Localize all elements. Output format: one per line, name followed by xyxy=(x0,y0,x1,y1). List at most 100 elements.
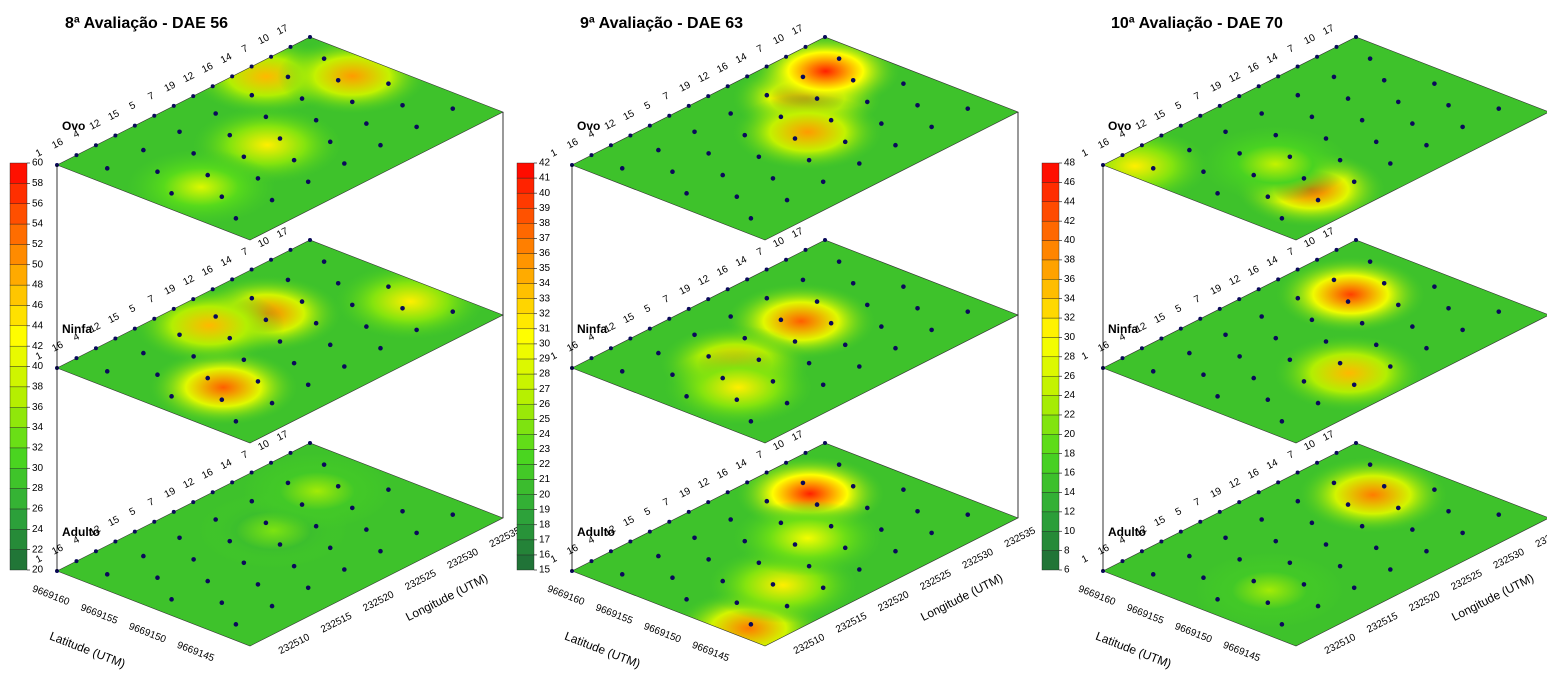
edge-label: 10 xyxy=(256,438,271,453)
sample-point xyxy=(1223,535,1228,540)
sample-point xyxy=(965,106,970,111)
sample-point xyxy=(915,306,920,311)
colorbar-label: 30 xyxy=(539,339,551,350)
edge-point xyxy=(1354,35,1358,39)
edge-point xyxy=(308,238,312,242)
colorbar-cell xyxy=(517,374,534,389)
colorbar-label: 25 xyxy=(539,414,551,425)
sample-point xyxy=(1288,560,1293,565)
sample-point xyxy=(1374,343,1379,348)
colorbar-label: 41 xyxy=(539,173,551,184)
hotspot xyxy=(663,349,813,425)
edge-point xyxy=(289,45,293,49)
sample-point xyxy=(1296,93,1301,98)
edge-label: 12 xyxy=(696,70,711,85)
sample-point xyxy=(865,303,870,308)
sample-point xyxy=(684,597,689,602)
colorbar-label: 36 xyxy=(539,248,551,259)
sample-point xyxy=(400,103,405,108)
edge-label: 15 xyxy=(621,108,636,123)
edge-point xyxy=(726,84,730,88)
sample-point xyxy=(893,346,898,351)
colorbar-label: 14 xyxy=(1064,487,1076,498)
edge-label: 19 xyxy=(163,80,178,95)
edge-point xyxy=(1237,297,1241,301)
colorbar-label: 28 xyxy=(1064,351,1076,362)
sample-point xyxy=(829,118,834,123)
sample-point xyxy=(779,115,784,120)
edge-label: 1 xyxy=(549,350,559,363)
sample-point xyxy=(314,321,319,326)
sample-point xyxy=(1237,354,1242,359)
sample-point xyxy=(336,78,341,83)
sample-point xyxy=(865,100,870,105)
colorbar-cell xyxy=(1042,512,1059,531)
layer-label: Ninfa xyxy=(1108,322,1138,336)
layer-label: Ovo xyxy=(62,119,85,133)
colorbar-label: 6 xyxy=(1064,565,1070,576)
edge-point xyxy=(133,530,137,534)
sample-point xyxy=(1388,161,1393,166)
edge-point xyxy=(172,510,176,514)
sample-point xyxy=(1396,506,1401,511)
x-tick-label: 232510 xyxy=(1323,632,1358,657)
sample-point xyxy=(1215,597,1220,602)
colorbar-label: 32 xyxy=(539,308,551,319)
edge-point xyxy=(609,346,613,350)
sample-point xyxy=(213,111,218,116)
colorbar-label: 42 xyxy=(32,341,44,352)
sample-point xyxy=(342,364,347,369)
sample-point xyxy=(1215,394,1220,399)
edge-label: 16 xyxy=(50,542,65,557)
x-tick-label: 232520 xyxy=(1407,589,1442,614)
colorbar-label: 17 xyxy=(539,534,551,545)
colorbar-label: 40 xyxy=(1064,235,1076,246)
sample-point xyxy=(292,564,297,569)
sample-point xyxy=(1388,567,1393,572)
sample-point xyxy=(169,597,174,602)
colorbar-cell xyxy=(517,555,534,570)
edge-point xyxy=(133,327,137,331)
edge-point xyxy=(1140,143,1144,147)
edge-point xyxy=(74,356,78,360)
edge-point xyxy=(1296,268,1300,272)
edge-point xyxy=(706,297,710,301)
sample-point xyxy=(155,372,160,377)
sample-point xyxy=(1223,129,1228,134)
edge-point xyxy=(250,471,254,475)
edge-point xyxy=(823,238,827,242)
sample-point xyxy=(300,502,305,507)
edge-label: 12 xyxy=(696,476,711,491)
chart: 8ª Avaliação - DAE 561164121557191216147… xyxy=(0,0,1547,675)
sample-point xyxy=(234,622,239,627)
colorbar-cell xyxy=(1042,473,1059,492)
sample-point xyxy=(141,148,146,153)
sample-point xyxy=(286,278,291,283)
edge-point xyxy=(1179,530,1183,534)
x-tick-label: 232510 xyxy=(277,632,312,657)
colorbar-label: 16 xyxy=(539,550,551,561)
colorbar-label: 48 xyxy=(32,280,44,291)
sample-point xyxy=(1424,346,1429,351)
sample-point xyxy=(350,303,355,308)
sample-point xyxy=(779,521,784,526)
sample-point xyxy=(227,336,232,341)
sample-point xyxy=(141,351,146,356)
edge-label: 14 xyxy=(734,51,749,66)
edge-point xyxy=(191,94,195,98)
colorbar-cell xyxy=(10,346,27,366)
layer-label: Ovo xyxy=(577,119,600,133)
edge-label: 15 xyxy=(106,108,121,123)
sample-point xyxy=(837,56,842,61)
edge-label: 16 xyxy=(1246,264,1261,279)
edge-label: 14 xyxy=(734,254,749,269)
edge-label: 15 xyxy=(106,514,121,529)
edge-label: 19 xyxy=(678,283,693,298)
colorbar-cell xyxy=(1042,241,1059,260)
colorbar-label: 40 xyxy=(32,361,44,372)
colorbar-cell xyxy=(517,269,534,284)
edge-label: 7 xyxy=(661,293,671,306)
colorbar-cell xyxy=(1042,357,1059,376)
edge-point xyxy=(1218,307,1222,311)
sample-point xyxy=(256,379,261,384)
